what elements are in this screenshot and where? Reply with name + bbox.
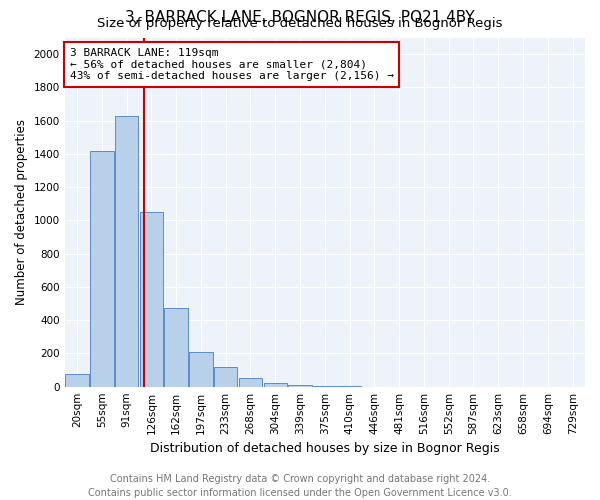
- Bar: [164, 308, 188, 386]
- Text: Size of property relative to detached houses in Bognor Regis: Size of property relative to detached ho…: [97, 18, 503, 30]
- Bar: [189, 352, 213, 386]
- Text: Contains HM Land Registry data © Crown copyright and database right 2024.
Contai: Contains HM Land Registry data © Crown c…: [88, 474, 512, 498]
- Bar: [239, 378, 262, 386]
- Bar: [65, 374, 89, 386]
- Text: 3, BARRACK LANE, BOGNOR REGIS, PO21 4BY: 3, BARRACK LANE, BOGNOR REGIS, PO21 4BY: [125, 10, 475, 25]
- Y-axis label: Number of detached properties: Number of detached properties: [15, 119, 28, 305]
- Text: 3 BARRACK LANE: 119sqm
← 56% of detached houses are smaller (2,804)
43% of semi-: 3 BARRACK LANE: 119sqm ← 56% of detached…: [70, 48, 394, 81]
- Bar: [140, 212, 163, 386]
- Bar: [263, 382, 287, 386]
- Bar: [90, 150, 113, 386]
- Bar: [288, 385, 312, 386]
- X-axis label: Distribution of detached houses by size in Bognor Regis: Distribution of detached houses by size …: [150, 442, 500, 455]
- Bar: [115, 116, 139, 386]
- Bar: [214, 366, 238, 386]
